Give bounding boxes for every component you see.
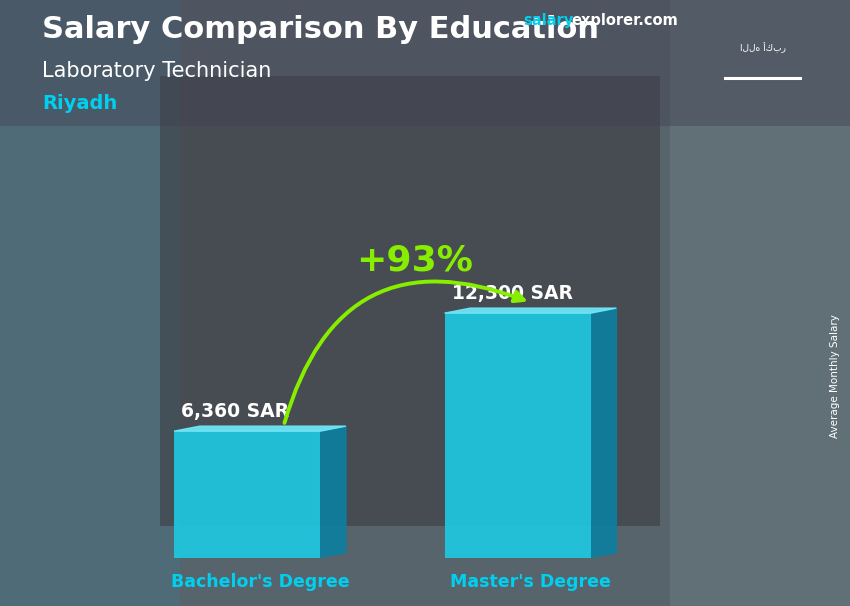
Text: explorer.com: explorer.com [571, 13, 678, 28]
Text: Laboratory Technician: Laboratory Technician [42, 61, 272, 81]
Polygon shape [591, 308, 616, 558]
Text: +93%: +93% [356, 243, 473, 278]
Polygon shape [445, 308, 616, 313]
Text: Bachelor's Degree: Bachelor's Degree [171, 573, 349, 591]
Text: 6,360 SAR: 6,360 SAR [181, 402, 290, 421]
Bar [670, 0, 850, 606]
Bar [0, 0, 850, 126]
Polygon shape [320, 426, 346, 558]
Text: salary: salary [523, 13, 573, 28]
Bar [160, 76, 660, 526]
Bar [174, 431, 320, 558]
Text: 12,300 SAR: 12,300 SAR [452, 284, 573, 304]
Polygon shape [174, 426, 346, 431]
Bar [445, 313, 591, 558]
Text: Average Monthly Salary: Average Monthly Salary [830, 314, 840, 438]
Text: Master's Degree: Master's Degree [450, 573, 611, 591]
Text: Riyadh: Riyadh [42, 94, 118, 113]
Bar [0, 0, 180, 606]
Text: الله أكبر: الله أكبر [740, 42, 786, 53]
Text: Salary Comparison By Education: Salary Comparison By Education [42, 15, 599, 44]
